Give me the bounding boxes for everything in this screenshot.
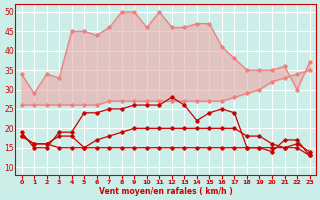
X-axis label: Vent moyen/en rafales ( km/h ): Vent moyen/en rafales ( km/h ): [99, 187, 232, 196]
